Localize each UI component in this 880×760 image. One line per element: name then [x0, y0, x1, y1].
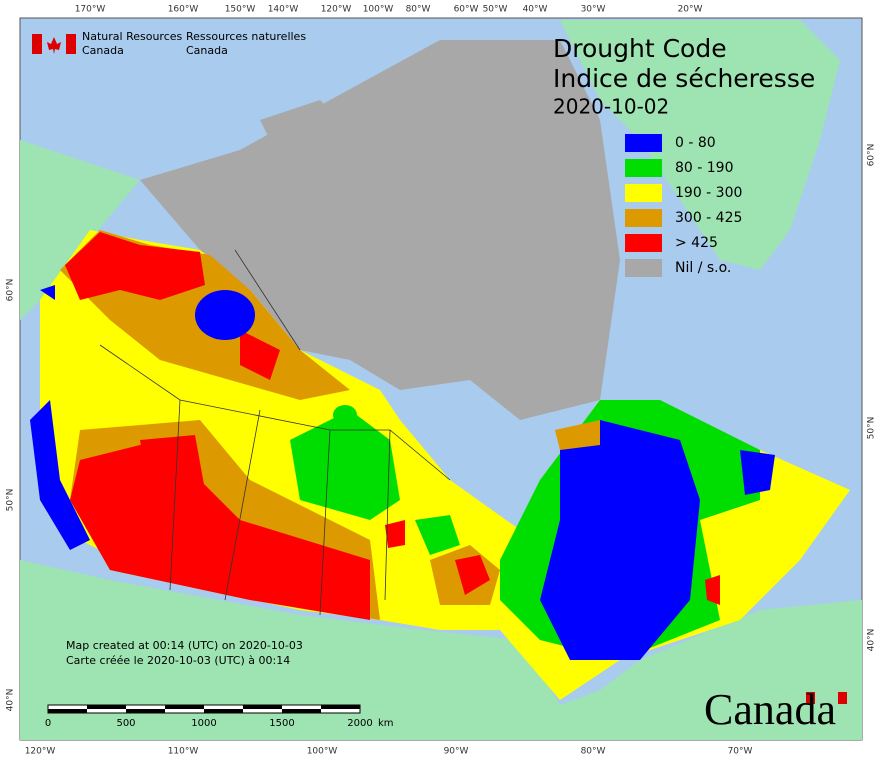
- drought-zone: [40, 285, 55, 300]
- flag-left: [32, 34, 42, 54]
- graticule-label: 40°W: [523, 5, 548, 15]
- graticule-label: 20°W: [678, 5, 703, 15]
- graticule-label: 60°W: [454, 5, 479, 15]
- graticule-label: 160°W: [168, 5, 199, 15]
- drought-zone: [333, 405, 357, 425]
- legend-swatch: [625, 209, 662, 227]
- legend-swatch: [625, 184, 662, 202]
- agency-en: Natural Resources: [82, 30, 183, 43]
- graticule-label: 80°W: [581, 747, 606, 757]
- scale-segment: [282, 709, 321, 713]
- scale-segment: [243, 705, 282, 709]
- drought-zone: [195, 290, 255, 340]
- drought-zone: [30, 400, 90, 550]
- title-en: Drought Code: [553, 34, 727, 63]
- drought-zone: [740, 450, 775, 495]
- scale-segment: [126, 709, 165, 713]
- graticule-label: 110°W: [168, 747, 199, 757]
- graticule-label: 60°N: [867, 144, 877, 167]
- scale-label: 1500: [269, 718, 294, 729]
- agency-fr: Canada: [186, 44, 228, 57]
- alaska: [20, 140, 140, 320]
- legend-swatch: [625, 159, 662, 177]
- graticule-label: 80°W: [406, 5, 431, 15]
- scale-segment: [48, 709, 87, 713]
- graticule-label: 50°N: [6, 489, 16, 512]
- drought-zone: [65, 232, 205, 300]
- scale-segment: [204, 709, 243, 713]
- drought-zone: [555, 420, 600, 450]
- scale-label: 1000: [191, 718, 216, 729]
- graticule-label: 40°N: [6, 689, 16, 712]
- legend-swatch: [625, 234, 662, 252]
- wordmark-flag: [806, 692, 815, 704]
- scale-unit: km: [378, 718, 394, 729]
- graticule-label: 70°W: [728, 747, 753, 757]
- drought-zone: [290, 410, 400, 520]
- agency-fr: Ressources naturelles: [186, 30, 306, 43]
- drought-zones: [30, 40, 850, 700]
- scale-label: 0: [45, 718, 51, 729]
- overlay: Natural Resources Canada Ressources natu…: [32, 30, 847, 734]
- border: [99, 249, 451, 616]
- legend-label: > 425: [675, 235, 718, 251]
- graticule-label: 120°W: [25, 747, 56, 757]
- drought-zone: [260, 100, 360, 170]
- graticule-label: 50°W: [483, 5, 508, 15]
- graticule-label: 50°N: [867, 417, 877, 440]
- greenland: [560, 20, 840, 270]
- drought-zone: [415, 515, 460, 555]
- graticule-label: 170°W: [75, 5, 106, 15]
- legend-label: 300 - 425: [675, 210, 742, 226]
- legend-swatch: [625, 134, 662, 152]
- legend-label: 0 - 80: [675, 135, 716, 151]
- drought-zone: [140, 435, 205, 495]
- graticule-label: 150°W: [225, 5, 256, 15]
- wordmark: Canada: [704, 685, 836, 734]
- legend-label: 80 - 190: [675, 160, 734, 176]
- title-fr: Indice de sécheresse: [553, 64, 815, 93]
- graticule-label: 60°N: [6, 279, 16, 302]
- agency-en: Canada: [82, 44, 124, 57]
- scale-segment: [87, 705, 126, 709]
- legend-swatch: [625, 259, 662, 277]
- graticule-label: 100°W: [307, 747, 338, 757]
- drought-zone: [455, 555, 490, 595]
- wordmark-flag: [838, 692, 847, 704]
- graticule-label: 140°W: [268, 5, 299, 15]
- scale-segment: [165, 705, 204, 709]
- drought-zone: [540, 420, 700, 660]
- drought-zone: [240, 330, 280, 380]
- graticule-label: 120°W: [321, 5, 352, 15]
- graticule-label: 100°W: [363, 5, 394, 15]
- usa: [20, 560, 862, 740]
- land: [20, 20, 862, 740]
- drought-zone: [705, 575, 720, 605]
- drought-zone: [70, 440, 370, 620]
- graticule-label: 90°W: [444, 747, 469, 757]
- note: Map created at 00:14 (UTC) on 2020-10-03: [66, 639, 303, 652]
- scale-label: 500: [116, 718, 135, 729]
- legend-label: 190 - 300: [675, 185, 742, 201]
- date: 2020-10-02: [553, 95, 669, 119]
- graticule-label: 30°W: [581, 5, 606, 15]
- note: Carte créée le 2020-10-03 (UTC) à 00:14: [66, 654, 290, 667]
- drought-zone: [140, 40, 620, 420]
- scale-segment: [321, 705, 360, 709]
- graticule-label: 40°N: [867, 629, 877, 652]
- legend-label: Nil / s.o.: [675, 260, 731, 276]
- scale-label: 2000: [347, 718, 372, 729]
- flag-right: [66, 34, 76, 54]
- drought-zone: [385, 520, 405, 548]
- maple-leaf: [47, 37, 61, 54]
